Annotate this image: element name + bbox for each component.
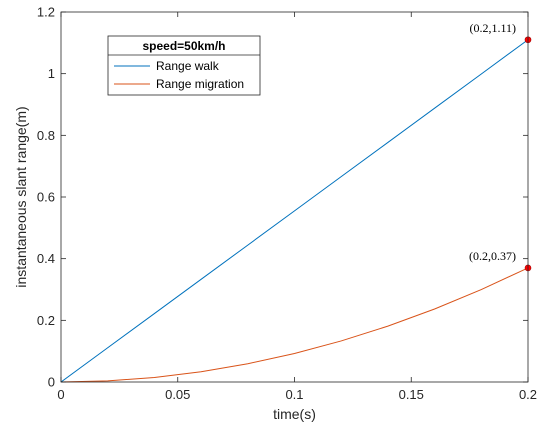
x-tick-label: 0.2 [519, 387, 537, 402]
legend-label-range-migration: Range migration [156, 77, 244, 91]
y-axis-label: instantaneous slant range(m) [13, 106, 29, 287]
series-line-range-migration [60, 267, 529, 383]
axis-layer: 0 0.05 0.1 0.15 0.2 0 0.2 0.4 0.6 0.8 1 1.2 [37, 5, 537, 403]
y-tick-label: 0 [48, 375, 55, 390]
y-tick-label: 1.2 [37, 5, 55, 20]
series-layer [60, 39, 529, 383]
y-tick-label: 0.6 [37, 190, 55, 205]
x-axis-label: time(s) [273, 406, 316, 422]
y-tick-label: 0.8 [37, 128, 55, 143]
series-line-range-walk [60, 39, 529, 383]
annotation-label: (0.2,0.37) [469, 249, 516, 263]
x-tick-label: 0.1 [285, 387, 303, 402]
y-tick-label: 0.2 [37, 313, 55, 328]
x-tick-label: 0.05 [165, 387, 190, 402]
legend: speed=50km/h Range walk Range migration [107, 35, 261, 96]
y-tick-label: 1 [48, 66, 55, 81]
legend-label-range-walk: Range walk [156, 59, 220, 73]
annotation-label: (0.2,1.11) [469, 21, 516, 35]
legend-title: speed=50km/h [142, 39, 225, 53]
y-tick-label: 0.4 [37, 251, 55, 266]
x-tick-label: 0.15 [399, 387, 424, 402]
x-tick-label: 0 [57, 387, 64, 402]
